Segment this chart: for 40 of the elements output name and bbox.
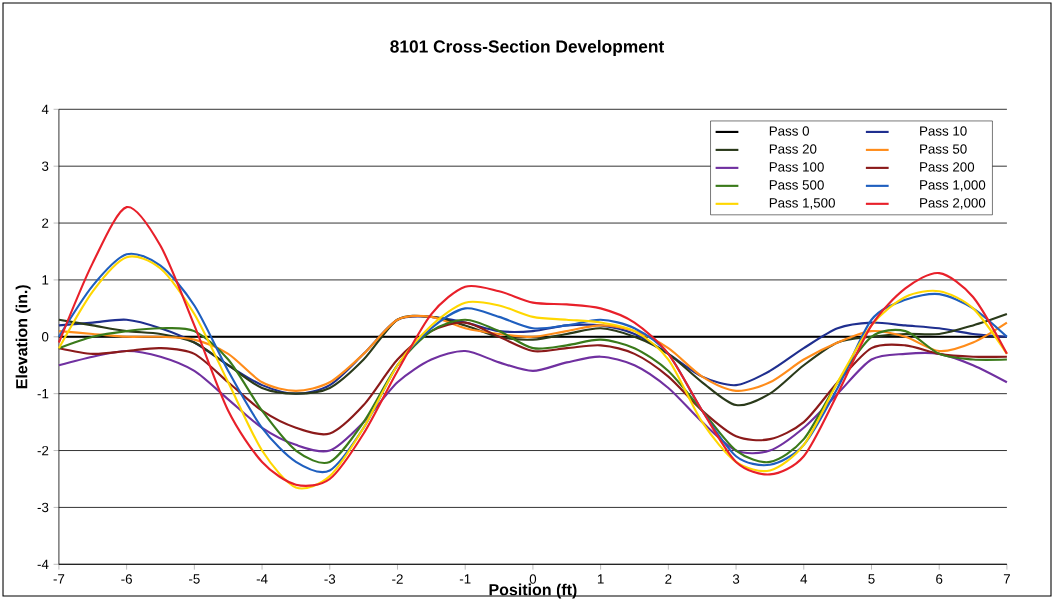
y-tick-label: -3 bbox=[37, 502, 49, 513]
legend-label: Pass 0 bbox=[769, 126, 810, 136]
x-tick-label: 6 bbox=[936, 574, 943, 584]
line-series bbox=[57, 321, 1008, 442]
legend-label: Pass 100 bbox=[769, 162, 824, 172]
y-tick-label: -4 bbox=[37, 559, 49, 569]
legend-label: Pass 20 bbox=[769, 144, 817, 154]
chart-title: 8101 Cross-Section Development bbox=[390, 39, 665, 57]
x-tick-label: 1 bbox=[597, 574, 604, 584]
x-tick-label: 7 bbox=[1003, 574, 1010, 584]
legend-label: Pass 1,000 bbox=[920, 180, 986, 192]
legend-label: Pass 10 bbox=[920, 126, 967, 136]
x-tick-label: -7 bbox=[53, 574, 65, 584]
legend-label: Pass 1,500 bbox=[769, 198, 835, 210]
legend-label: Pass 500 bbox=[769, 180, 824, 190]
x-tick-label: -4 bbox=[256, 574, 268, 584]
y-tick-label: 1 bbox=[42, 275, 49, 285]
y-tick-label: -2 bbox=[37, 445, 49, 456]
x-axis-title: Position (ft) bbox=[489, 583, 577, 599]
legend-label: Pass 50 bbox=[920, 144, 967, 154]
x-tick-label: 3 bbox=[732, 574, 740, 584]
x-tick-label: 5 bbox=[868, 574, 875, 584]
x-tick-label: 2 bbox=[665, 574, 672, 584]
x-tick-label: -6 bbox=[121, 574, 132, 584]
y-tick-label: -1 bbox=[37, 389, 49, 399]
y-tick-label: 4 bbox=[41, 104, 49, 114]
x-tick-label: 4 bbox=[800, 574, 808, 584]
line-series bbox=[57, 312, 1008, 407]
y-tick-label: 0 bbox=[41, 332, 49, 342]
y-tick-label: 3 bbox=[41, 161, 49, 171]
y-axis-title: Elevation (in.) bbox=[15, 285, 31, 389]
x-tick-label: -3 bbox=[324, 574, 336, 584]
y-tick-label: 2 bbox=[42, 218, 49, 228]
line-series bbox=[57, 318, 1008, 464]
x-tick-label: -2 bbox=[392, 574, 403, 584]
x-tick-label: 0 bbox=[529, 574, 537, 584]
x-tick-label: -1 bbox=[459, 574, 471, 584]
x-tick-label: -5 bbox=[189, 574, 200, 584]
legend-label: Pass 2,000 bbox=[920, 198, 986, 210]
legend-label: Pass 200 bbox=[920, 162, 975, 172]
